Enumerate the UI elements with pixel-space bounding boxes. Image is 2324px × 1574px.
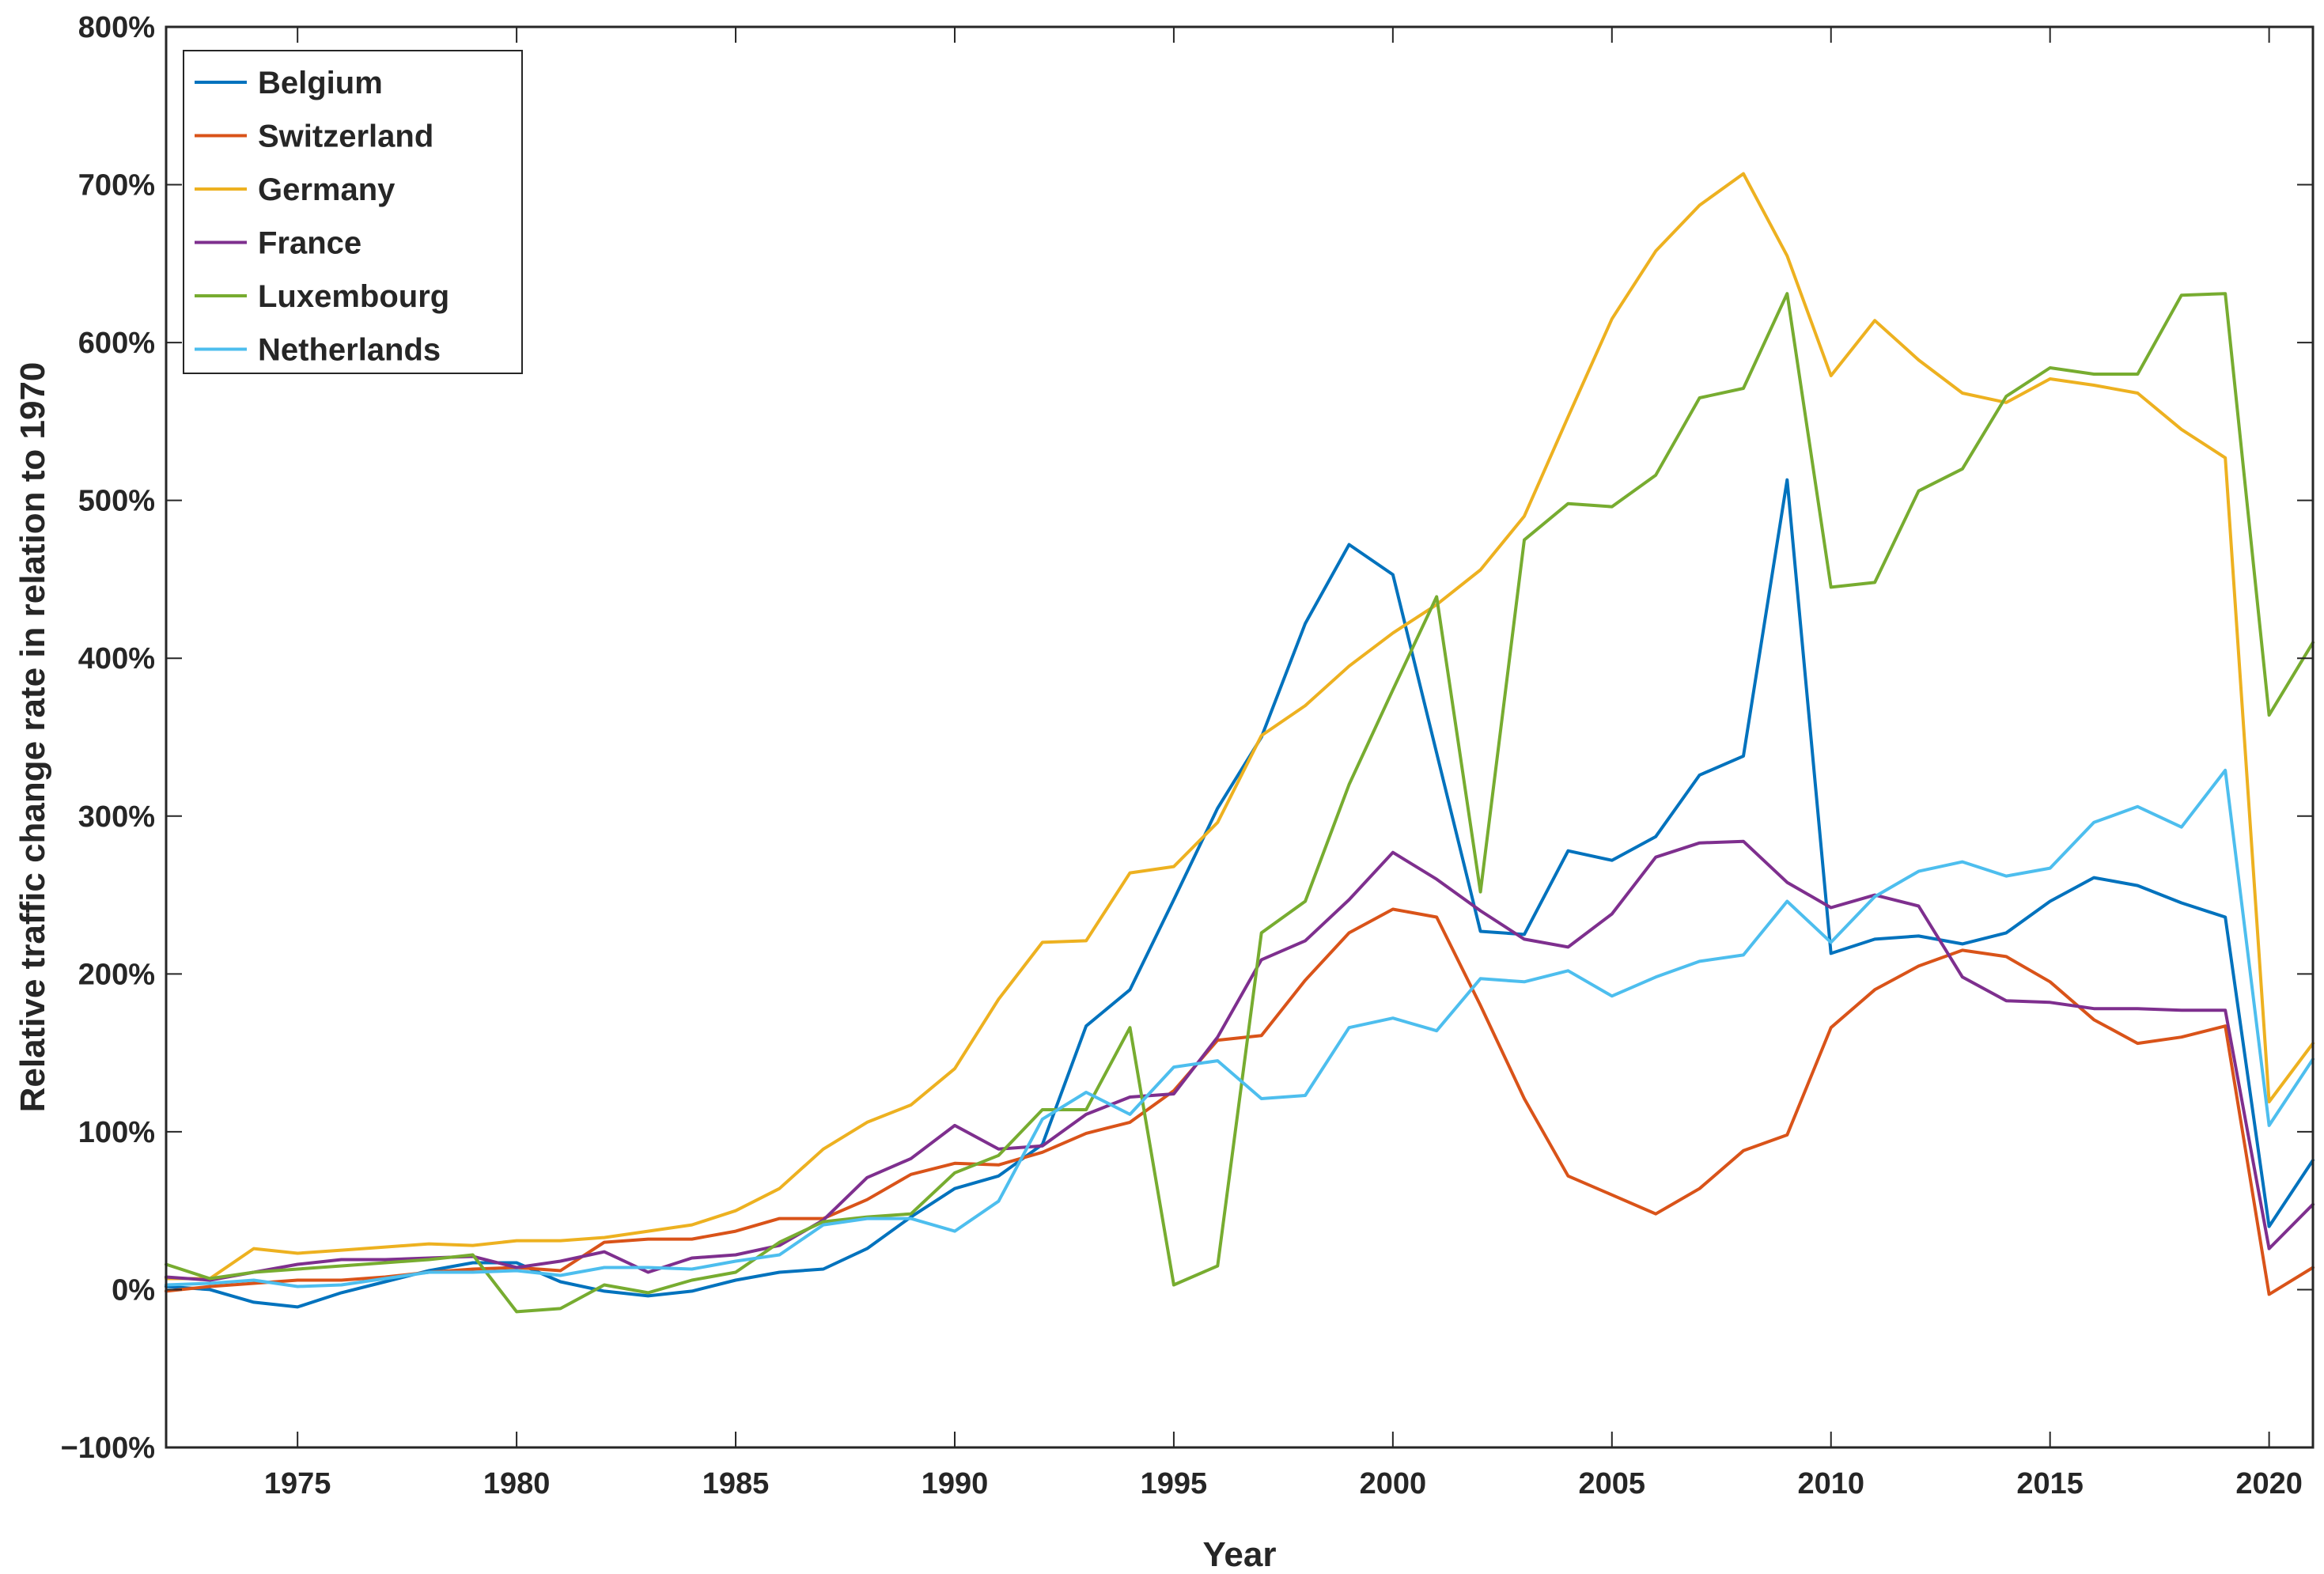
legend-label-france: France bbox=[258, 226, 361, 261]
x-axis-label: Year bbox=[1203, 1535, 1277, 1574]
y-tick-label: 800% bbox=[78, 11, 155, 44]
legend-label-germany: Germany bbox=[258, 172, 396, 207]
y-tick-label: 200% bbox=[78, 958, 155, 991]
axis-ticks bbox=[166, 26, 2313, 1448]
legend-label-netherlands: Netherlands bbox=[258, 333, 441, 368]
y-tick-label: 0% bbox=[112, 1273, 155, 1307]
y-tick-label: 300% bbox=[78, 800, 155, 834]
series-lines bbox=[165, 172, 2315, 1314]
legend-label-luxembourg: Luxembourg bbox=[258, 279, 449, 314]
x-tick-label: 1985 bbox=[702, 1467, 770, 1500]
x-tick-label: 2000 bbox=[1360, 1467, 1427, 1500]
legend: Belgium Switzerland Germany France Luxembour… bbox=[183, 50, 523, 374]
y-tick-label: 100% bbox=[78, 1116, 155, 1149]
x-tick-label: 1990 bbox=[922, 1467, 989, 1500]
legend-label-switzerland: Switzerland bbox=[258, 119, 433, 154]
y-tick-label: 700% bbox=[78, 169, 155, 202]
y-tick-labels: −100% 0% 100% 200% 300% 400% 500% 600% 700% 800% bbox=[61, 11, 155, 1465]
x-tick-labels: 1975 1980 1985 1990 1995 2000 2005 2010 2015 2020 bbox=[264, 1467, 2303, 1500]
x-tick-label: 2010 bbox=[1797, 1467, 1864, 1500]
axes-box bbox=[165, 25, 2315, 1449]
legend-label-belgium: Belgium bbox=[258, 66, 383, 100]
x-tick-label: 1975 bbox=[264, 1467, 331, 1500]
y-tick-label: −100% bbox=[61, 1432, 155, 1465]
y-tick-label: 600% bbox=[78, 327, 155, 360]
x-tick-label: 1995 bbox=[1141, 1467, 1208, 1500]
y-axis-label: Relative traffic change rate in relation… bbox=[13, 362, 52, 1113]
x-tick-label: 2015 bbox=[2016, 1467, 2084, 1500]
x-tick-label: 2020 bbox=[2235, 1467, 2303, 1500]
y-tick-label: 500% bbox=[78, 485, 155, 518]
series-line-luxembourg bbox=[165, 292, 2315, 1314]
series-line-netherlands bbox=[165, 768, 2315, 1288]
series-line-germany bbox=[165, 172, 2315, 1281]
x-tick-label: 2005 bbox=[1579, 1467, 1646, 1500]
plot-area bbox=[166, 27, 2313, 1447]
y-tick-label: 400% bbox=[78, 642, 155, 675]
legend-box bbox=[183, 50, 523, 374]
series-line-france bbox=[165, 839, 2315, 1282]
x-tick-label: 1980 bbox=[483, 1467, 551, 1500]
